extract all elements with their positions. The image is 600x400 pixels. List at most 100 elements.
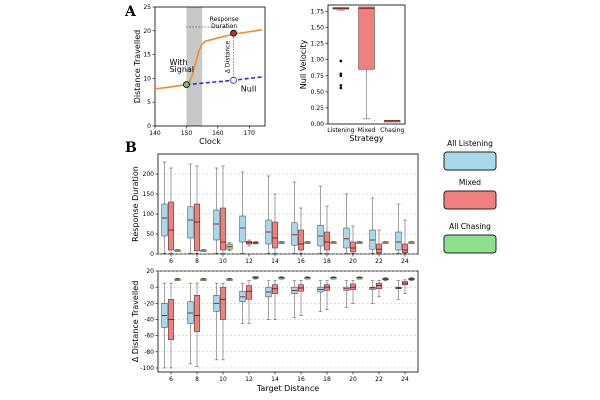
duration-box [395,231,402,251]
y-tick-label: -80 [144,349,154,356]
y-tick-label: -100 [140,365,154,372]
x-tick-label: 6 [169,376,173,383]
duration-box [350,283,356,290]
y-tick-label: 50 [146,231,154,238]
box-flier [339,72,343,76]
y-tick-label: 1.75 [311,8,325,15]
duration-box [246,285,252,300]
x-tick-label: 20 [349,376,357,383]
response-label-line2: Duration [211,23,237,30]
y-tick-label: 200 [143,171,155,178]
x-tick-label: 18 [323,258,331,265]
box-flier [339,86,343,90]
y-tick-label: 0 [147,123,151,130]
y-tick-label: 0.75 [311,73,325,80]
duration-box [376,282,382,290]
line-chart: 140 150 160 170 0 5 10 15 20 25 Clock Distance Trav… [133,4,266,146]
y-tick-label: 0.50 [311,89,325,96]
legend-swatch [443,190,497,210]
duration-box [194,294,200,332]
duration-box [272,284,278,294]
y-tick-label: 150 [143,191,155,198]
y-tick-label: 1.00 [311,57,325,64]
x-tick-label: 16 [297,258,305,265]
duration-box [369,286,376,290]
x-tick-label: 22 [375,258,383,265]
box-flier [339,59,343,63]
delta-distance-chart: -100 -80 -60 -40 -20 0 20 6 8 10 12 14 16 18 20 22 24 Tar… [131,268,419,393]
duration-box [291,222,298,246]
duration-box [317,224,324,247]
y-tick-label: 1.25 [311,41,325,48]
x-tick-label: 8 [195,376,199,383]
strategy-category-label: Mixed [358,127,376,134]
x-tick-label: 160 [212,130,224,137]
plot-frame [154,6,266,127]
box-flier [339,74,343,78]
x-tick-label: 10 [219,376,227,383]
box-flier [339,84,343,87]
response-duration-chart: 0 50 100 150 200 6 8 10 12 14 16 18 20 22 24 Response D… [131,153,419,265]
strategy-box [358,6,375,70]
x-tick-label: 24 [401,376,409,383]
legend-swatch [443,151,497,171]
x-tick-label: 18 [323,376,331,383]
x-tick-label: 150 [181,130,193,137]
duration-box [298,229,304,251]
x-tick-label: 12 [245,258,253,265]
duration-box [168,201,174,251]
y-axis-label: Distance Travelled [133,30,142,104]
y-tick-label: 5 [147,99,151,106]
x-tick-label: 24 [401,258,409,265]
duration-box [324,231,330,251]
legend-label: All Listening [447,139,493,148]
x-axis-label: Target Distance [256,384,319,393]
y-axis-label: Response Duration [131,166,140,242]
plot-frame [327,4,406,125]
legend-swatch [443,234,497,254]
y-tick-label: 1.50 [311,25,325,32]
duration-box [272,221,278,249]
y-tick-label: 0.25 [311,105,325,112]
duration-box [187,206,194,239]
duration-box [239,215,246,243]
x-axis-label: Strategy [349,134,384,143]
null-label: Null [241,85,256,94]
y-axis-label: Null Velocity [299,40,308,90]
x-tick-label: 10 [219,258,227,265]
y-axis-label: Δ Distance Travelled [131,281,140,363]
duration-box [220,286,226,320]
duration-box [187,301,194,324]
duration-box [194,203,200,252]
y-tick-label: 25 [143,4,151,11]
legend: All Listening Mixed All Chasing [443,139,497,254]
x-tick-label: 14 [271,258,279,265]
strategy-category-label: Chasing [380,127,404,134]
y-tick-label: 0 [150,251,154,258]
strategy-box-chart: 0.00 0.25 0.50 0.75 1.00 1.25 1.50 1.75 Listenin… [299,4,406,143]
x-tick-label: 12 [245,376,253,383]
duration-box [350,241,356,253]
y-tick-label: -20 [144,300,154,307]
y-tick-label: 0 [150,284,154,291]
y-tick-label: 20 [146,268,154,275]
x-tick-label: 170 [244,130,256,137]
line-marker [230,29,237,37]
y-tick-label: -40 [144,316,154,323]
response-label-line1: Response [210,16,239,23]
y-tick-label: 20 [143,28,151,35]
y-tick-label: 0.00 [311,121,325,128]
x-tick-label: 14 [271,376,279,383]
y-tick-label: 15 [143,52,151,59]
duration-box [376,243,382,254]
duration-box [213,209,220,241]
y-tick-label: -60 [144,333,154,340]
x-tick-label: 22 [375,376,383,383]
x-tick-label: 140 [149,130,161,137]
panel-b-letter: B [125,140,137,156]
signal-label-line1: With [169,58,187,67]
duration-box [239,290,246,302]
line-marker [183,81,190,88]
duration-box [324,284,330,291]
